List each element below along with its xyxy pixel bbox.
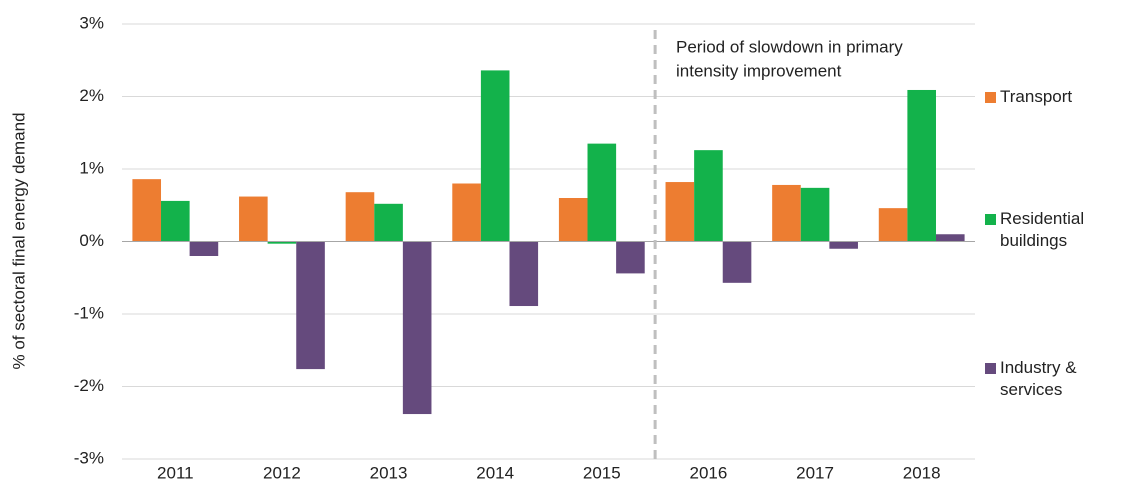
legend-swatch xyxy=(985,92,996,103)
bar xyxy=(616,241,645,274)
bar xyxy=(558,198,588,242)
legend-item: Industry & services xyxy=(982,357,1127,401)
x-tick-label: 2012 xyxy=(263,463,301,482)
bar xyxy=(907,89,936,242)
bar xyxy=(402,241,432,415)
bar xyxy=(935,234,965,242)
bar xyxy=(509,241,539,307)
y-tick-label: -2% xyxy=(74,376,104,395)
legend-swatch xyxy=(985,363,996,374)
legend-swatch xyxy=(985,214,996,225)
x-tick-label: 2016 xyxy=(690,463,728,482)
y-tick-label: -1% xyxy=(74,303,104,322)
bar xyxy=(161,200,190,242)
legend-label: Transport xyxy=(1000,87,1073,106)
y-tick-label: 3% xyxy=(79,13,104,32)
bar xyxy=(800,187,830,242)
annotation: Period of slowdown in primary xyxy=(676,37,903,56)
y-tick-label: -3% xyxy=(74,448,104,467)
y-tick-label: 0% xyxy=(79,231,104,250)
bar xyxy=(132,179,162,242)
bar xyxy=(239,196,268,242)
bar xyxy=(267,241,297,244)
annotation: intensity improvement xyxy=(676,61,842,80)
bar xyxy=(374,203,403,242)
bar xyxy=(665,182,695,242)
x-tick-label: 2015 xyxy=(583,463,621,482)
bar xyxy=(772,184,801,242)
legend-label: Residential buildings xyxy=(1000,209,1085,250)
bar xyxy=(722,241,752,283)
y-tick-label: 1% xyxy=(79,158,104,177)
bar xyxy=(694,150,723,242)
legend-item: Transport xyxy=(982,86,1127,108)
x-tick-label: 2014 xyxy=(476,463,514,482)
y-axis-label: % of sectoral final energy demand xyxy=(9,112,28,369)
bar xyxy=(829,241,858,249)
y-tick-label: 2% xyxy=(79,86,104,105)
bar xyxy=(480,70,510,242)
bar xyxy=(189,241,219,256)
bar xyxy=(452,183,481,242)
bar xyxy=(345,192,375,242)
bar xyxy=(587,143,617,242)
x-tick-label: 2018 xyxy=(903,463,941,482)
x-tick-label: 2011 xyxy=(157,463,194,482)
x-tick-label: 2017 xyxy=(796,463,834,482)
x-tick-label: 2013 xyxy=(370,463,408,482)
legend-label: Industry & services xyxy=(1000,358,1077,399)
bar xyxy=(296,241,325,370)
bar xyxy=(878,208,908,242)
legend-item: Residential buildings xyxy=(982,208,1127,252)
